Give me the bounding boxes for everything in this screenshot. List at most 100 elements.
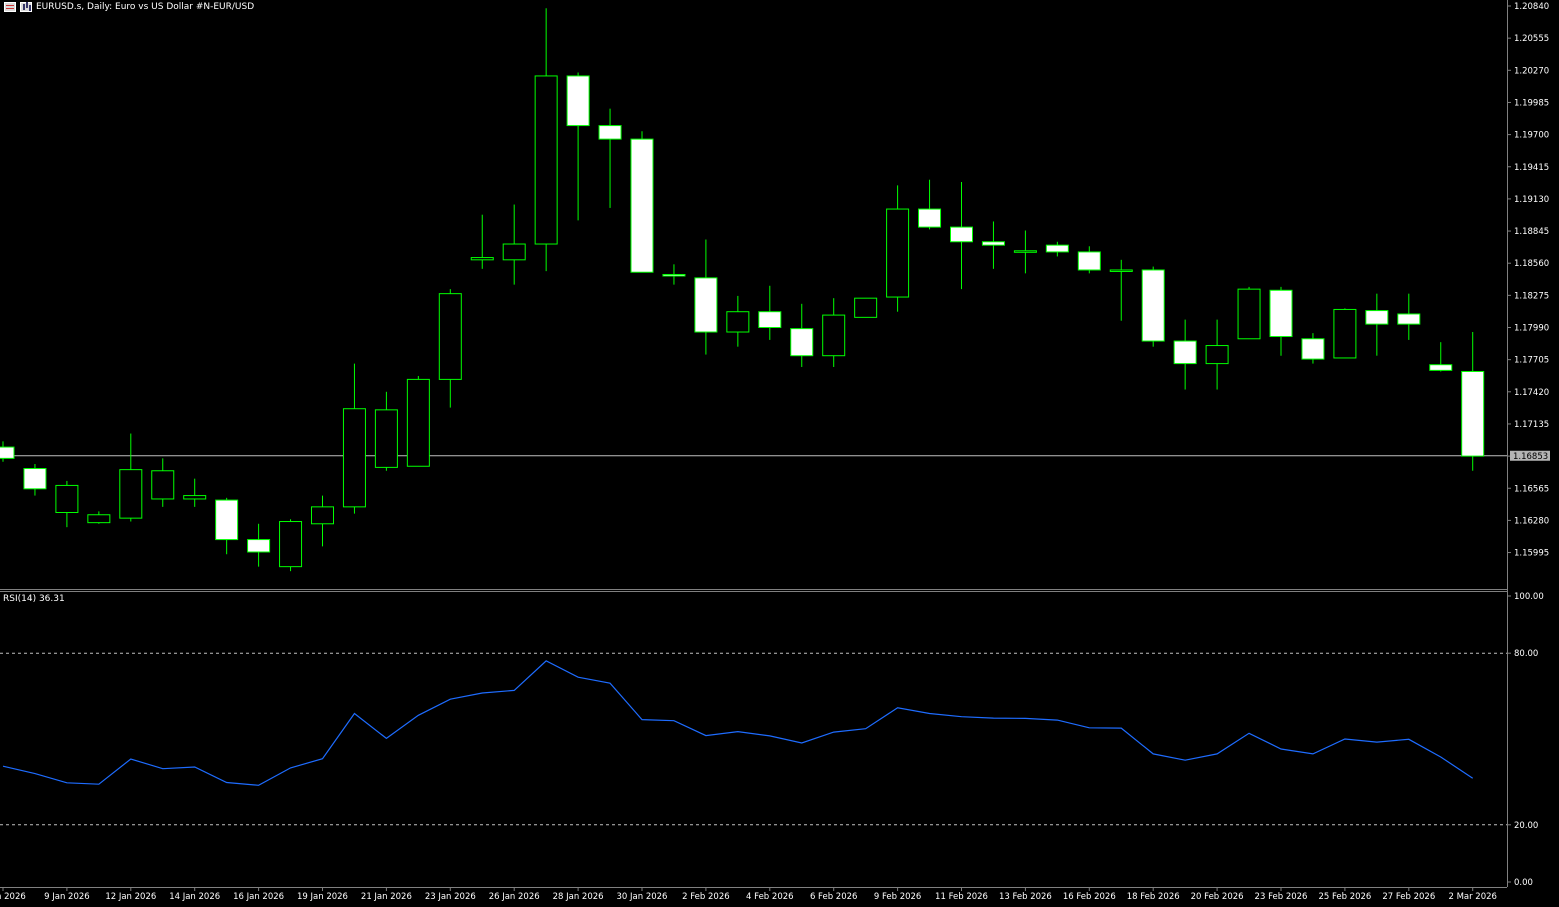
candle-body: [726, 311, 750, 333]
candle-body: [981, 241, 1005, 246]
candle-body: [1077, 251, 1101, 271]
price-tick-label: 1.20555: [1514, 34, 1549, 44]
price-tick-label: 1.18275: [1514, 291, 1549, 301]
candle-body: [55, 484, 79, 514]
date-tick-label: 21 Jan 2026: [361, 892, 412, 902]
date-tick-label: 2 Mar 2026: [1448, 892, 1496, 902]
candle-body: [822, 314, 846, 357]
candle-body: [23, 468, 47, 490]
candle-body: [151, 470, 175, 500]
candle-body: [1461, 370, 1485, 457]
current-price-label: 1.16853: [1513, 452, 1548, 462]
current-price-tag: [1510, 450, 1550, 461]
candle-body: [374, 409, 398, 468]
date-tick-label: 23 Feb 2026: [1255, 892, 1308, 902]
price-tick-label: 1.19985: [1514, 98, 1549, 108]
date-tick-label: 2 Feb 2026: [682, 892, 730, 902]
rsi-tick-label: 20.00: [1514, 821, 1538, 831]
candle-body: [342, 408, 366, 508]
price-tick-label: 1.17420: [1514, 388, 1549, 398]
price-tick-label: 1.18560: [1514, 259, 1549, 269]
rsi-tick-label: 80.00: [1514, 649, 1538, 659]
candle-body: [438, 293, 462, 380]
candle-body: [1013, 250, 1037, 253]
bars-icon[interactable]: [20, 2, 32, 12]
candle-body: [694, 277, 718, 333]
price-tick-label: 1.19415: [1514, 163, 1549, 173]
candle-body: [1109, 269, 1133, 272]
price-tick-label: 1.20840: [1514, 2, 1549, 12]
candle-body: [1141, 269, 1165, 342]
candle-body: [1237, 288, 1261, 340]
date-tick-label: 14 Jan 2026: [169, 892, 220, 902]
date-tick-label: 19 Jan 2026: [297, 892, 348, 902]
date-tick-label: 9 Feb 2026: [874, 892, 922, 902]
candle-body: [215, 499, 239, 541]
candle-body: [247, 539, 271, 553]
candle-body: [1045, 244, 1069, 253]
date-tick-label: 18 Feb 2026: [1127, 892, 1180, 902]
date-tick-label: 26 Jan 2026: [489, 892, 540, 902]
date-tick-label: 11 Feb 2026: [935, 892, 988, 902]
candle-body: [950, 226, 973, 243]
candle-body: [1173, 340, 1197, 365]
candle-body: [534, 75, 558, 245]
candle-body: [470, 257, 494, 261]
date-tick-label: 16 Feb 2026: [1063, 892, 1116, 902]
candle-body: [1269, 289, 1293, 338]
date-tick-label: 27 Feb 2026: [1382, 892, 1435, 902]
price-tick-label: 1.18845: [1514, 227, 1549, 237]
candle-body: [662, 273, 686, 277]
price-tick-label: 1.16565: [1514, 484, 1549, 494]
date-tick-label: 13 Feb 2026: [999, 892, 1052, 902]
candle-body: [0, 446, 15, 459]
price-tick-label: 1.20270: [1514, 66, 1549, 76]
date-tick-label: 28 Jan 2026: [553, 892, 604, 902]
rsi-label: RSI(14) 36.31: [3, 594, 65, 604]
date-tick-label: 9 Jan 2026: [44, 892, 90, 902]
candle-body: [1365, 310, 1389, 325]
candle-body: [406, 378, 430, 467]
date-tick-label: 6 Feb 2026: [810, 892, 858, 902]
date-tick-label: 20 Feb 2026: [1191, 892, 1244, 902]
price-tick-label: 1.15995: [1514, 549, 1549, 559]
price-tick-label: 1.19700: [1514, 131, 1549, 141]
date-tick-label: 7 Jan 2026: [0, 892, 26, 902]
date-tick-label: 12 Jan 2026: [105, 892, 156, 902]
price-tick-label: 1.17135: [1514, 420, 1549, 430]
candle-body: [279, 521, 303, 568]
chart-header: EURUSD.s, Daily: Euro vs US Dollar #N-EU…: [4, 1, 254, 13]
date-tick-label: 16 Jan 2026: [233, 892, 284, 902]
candle-body: [566, 75, 590, 127]
candle-body: [1301, 338, 1325, 360]
candle-body: [183, 495, 207, 500]
candle-body: [918, 208, 942, 228]
candle-body: [758, 311, 782, 329]
price-tick-label: 1.17705: [1514, 356, 1549, 366]
price-tick-label: 1.16280: [1514, 516, 1549, 526]
rsi-tick-label: 100.00: [1514, 592, 1544, 602]
date-tick-label: 4 Feb 2026: [746, 892, 794, 902]
chart-title: EURUSD.s, Daily: Euro vs US Dollar #N-EU…: [36, 2, 255, 12]
rsi-line: [2, 660, 1474, 786]
candle-body: [1429, 364, 1453, 371]
date-tick-label: 23 Jan 2026: [425, 892, 476, 902]
candle-body: [886, 208, 910, 298]
candle-body: [1333, 308, 1357, 359]
candle-body: [598, 125, 622, 140]
candle-body: [1205, 345, 1229, 365]
price-tick-label: 1.17990: [1514, 324, 1549, 334]
rsi-tick-label: 0.00: [1514, 878, 1533, 888]
candle-body: [630, 138, 654, 273]
candle-body: [1397, 313, 1421, 325]
candle-body: [502, 243, 526, 261]
price-tick-label: 1.19130: [1514, 195, 1549, 205]
candle-body: [311, 506, 334, 525]
candle-body: [119, 469, 143, 519]
candle-body: [790, 328, 814, 357]
date-tick-label: 30 Jan 2026: [617, 892, 668, 902]
grid-icon[interactable]: [4, 2, 16, 12]
date-tick-label: 25 Feb 2026: [1318, 892, 1371, 902]
candle-body: [854, 297, 878, 318]
